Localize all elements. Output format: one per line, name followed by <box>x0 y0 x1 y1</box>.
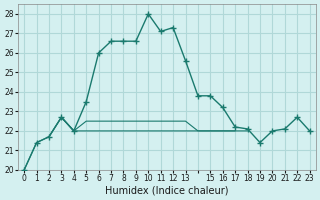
X-axis label: Humidex (Indice chaleur): Humidex (Indice chaleur) <box>105 186 229 196</box>
